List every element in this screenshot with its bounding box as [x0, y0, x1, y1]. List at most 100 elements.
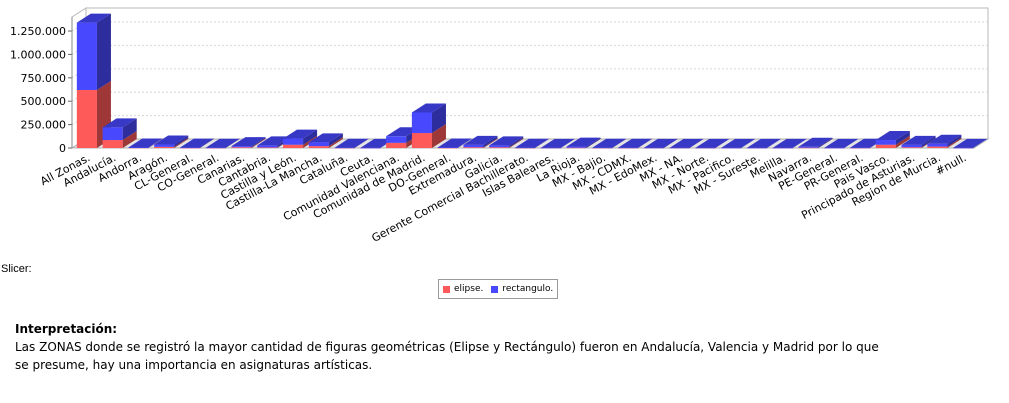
bar-top [824, 138, 859, 148]
bar-rectangulo [901, 144, 922, 148]
bar-rectangulo [257, 145, 278, 148]
bar-elipse [566, 147, 587, 149]
bar-elipse [437, 147, 458, 149]
bar-side [638, 138, 653, 148]
bar-side [225, 138, 240, 148]
bar-top [669, 138, 704, 148]
bar-elipse [489, 147, 510, 148]
bar-side [741, 138, 756, 148]
bar-elipse [386, 142, 407, 148]
bar-side [354, 138, 369, 148]
bar-side [689, 138, 704, 148]
bar-side [225, 138, 240, 148]
bar-side [766, 138, 781, 148]
bar-top [411, 103, 446, 113]
bar-rectangulo [489, 145, 510, 148]
bar-side [766, 138, 781, 148]
bar-rectangulo [721, 147, 742, 149]
bar-top [540, 138, 575, 148]
bar-top [386, 127, 421, 137]
bar-top [772, 138, 807, 148]
bar-side [715, 138, 730, 148]
bar-top [205, 138, 240, 148]
bar-rectangulo [592, 147, 613, 149]
bar-top [308, 133, 343, 143]
legend-item-rectangulo: rectangulo. [491, 284, 553, 294]
bar-side [431, 124, 446, 148]
bar-rectangulo [437, 147, 458, 149]
legend: elipse. rectangulo. [438, 279, 559, 299]
bar-top [849, 138, 885, 148]
y-tick-label: 500.000 [21, 95, 67, 108]
bar-side [818, 138, 833, 148]
bar-top [643, 138, 678, 148]
bar-side [715, 138, 730, 148]
bar-rectangulo [463, 144, 484, 148]
bar-top [489, 136, 524, 146]
bar-top [566, 137, 601, 147]
bar-side [895, 131, 910, 145]
bar-top [76, 13, 111, 23]
bar-rectangulo [179, 147, 201, 149]
legend-swatch-rectangulo [491, 285, 499, 293]
y-tick-label: 0 [59, 142, 66, 155]
bar-side [483, 135, 498, 148]
bar-elipse [154, 146, 175, 148]
interpretation-section: Interpretación: Las ZONAS donde se regis… [15, 320, 915, 374]
bar-side [200, 138, 215, 148]
bar-top [514, 138, 550, 148]
y-tick-label: 250.000 [21, 119, 67, 132]
chart-area: 0 250.000 500.000 750.000 1.000.000 1.250.000… [10, 7, 990, 245]
bar-side [973, 138, 988, 148]
bar-side [586, 138, 601, 148]
bar-top [231, 137, 266, 147]
bar-side [818, 137, 833, 148]
bar-top [695, 138, 730, 148]
bar-top [746, 138, 781, 148]
bar-side [792, 138, 807, 148]
bar-rectangulo [514, 147, 536, 149]
y-tick-label: 1.000.000 [10, 48, 66, 61]
bar-rectangulo [927, 143, 948, 147]
bar-top [927, 134, 962, 144]
bar-side [921, 135, 936, 148]
bar-side [122, 131, 137, 148]
bar-elipse [463, 147, 484, 148]
bar-rectangulo [849, 147, 871, 149]
bar-top [798, 137, 833, 147]
bar-rectangulo [772, 147, 793, 149]
legend-swatch-elipse [443, 285, 450, 293]
bar-top [463, 135, 498, 145]
bar-elipse [283, 144, 304, 148]
bar-top [334, 138, 369, 148]
bar-side [792, 138, 807, 148]
bar-top [360, 138, 395, 148]
bar-rectangulo [746, 147, 767, 149]
bar-side [895, 135, 910, 148]
bar-rectangulo [102, 127, 123, 141]
bar-rectangulo [618, 147, 639, 149]
bar-side [638, 138, 653, 148]
bar-side [457, 138, 472, 148]
bar-rectangulo [205, 147, 226, 149]
bar-side [251, 137, 266, 148]
bar-side [663, 138, 678, 148]
interpretation-title: Interpretación: [15, 322, 118, 336]
bar-elipse [875, 144, 896, 148]
bar-side [612, 138, 627, 148]
bar-elipse [927, 146, 948, 148]
bar-rectangulo [643, 147, 664, 149]
bar-top [179, 138, 215, 148]
bar-side [174, 137, 189, 148]
bar-rectangulo [231, 146, 252, 148]
bar-rectangulo [540, 147, 561, 149]
bar-rectangulo [824, 147, 845, 149]
bar-top [257, 136, 292, 146]
bar-side [509, 136, 524, 148]
bar-elipse [231, 147, 252, 148]
bar-side [844, 138, 859, 148]
bar-chart: 0 250.000 500.000 750.000 1.000.000 1.250.000… [10, 7, 990, 245]
bar-rectangulo [283, 138, 304, 145]
bar-top [953, 138, 988, 148]
bar-side [947, 137, 962, 148]
